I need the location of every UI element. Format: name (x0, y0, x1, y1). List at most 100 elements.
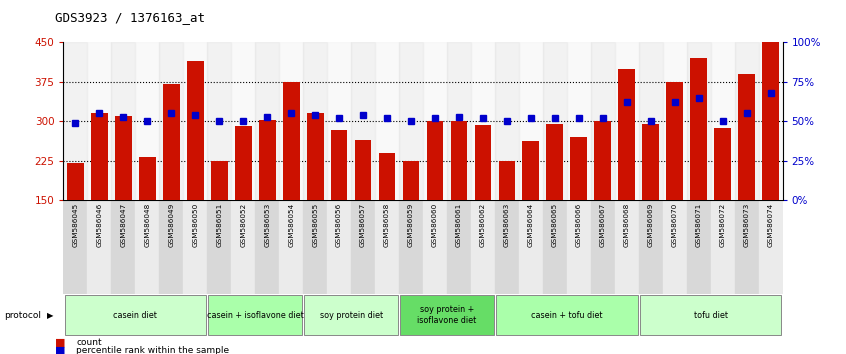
FancyBboxPatch shape (208, 295, 302, 336)
Bar (475, 125, 492, 200)
Text: GSM586062: GSM586062 (480, 203, 486, 247)
Text: GSM586074: GSM586074 (767, 203, 773, 247)
Text: soy protein +
isoflavone diet: soy protein + isoflavone diet (417, 306, 476, 325)
Text: GSM586063: GSM586063 (504, 203, 510, 247)
Bar (615, 200, 639, 294)
Bar (451, 121, 467, 200)
Bar (399, 200, 423, 294)
Bar (207, 42, 231, 200)
Text: GSM586064: GSM586064 (528, 203, 534, 247)
Bar (135, 42, 159, 200)
Text: casein diet: casein diet (113, 310, 157, 320)
Bar (595, 121, 611, 200)
Bar (112, 200, 135, 294)
Bar (667, 82, 683, 200)
Bar (87, 200, 112, 294)
Bar (259, 120, 276, 200)
Bar (639, 200, 662, 294)
Bar (471, 42, 495, 200)
Bar (327, 42, 351, 200)
Text: casein + isoflavone diet: casein + isoflavone diet (206, 310, 304, 320)
Bar (115, 116, 132, 200)
Bar (231, 42, 255, 200)
Text: GSM586057: GSM586057 (360, 203, 366, 247)
Bar (235, 126, 251, 200)
Bar (471, 200, 495, 294)
Bar (307, 113, 323, 200)
Bar (714, 128, 731, 200)
Bar (734, 42, 759, 200)
Bar (279, 200, 303, 294)
Bar (495, 42, 519, 200)
Text: GSM586058: GSM586058 (384, 203, 390, 247)
Bar (447, 200, 471, 294)
Bar (591, 200, 615, 294)
Text: GSM586065: GSM586065 (552, 203, 558, 247)
Text: count: count (76, 338, 102, 347)
Text: GSM586060: GSM586060 (432, 203, 438, 247)
Bar (283, 82, 299, 200)
FancyBboxPatch shape (640, 295, 782, 336)
Bar (591, 42, 615, 200)
Bar (567, 42, 591, 200)
Text: GSM586059: GSM586059 (408, 203, 414, 247)
Text: GSM586069: GSM586069 (648, 203, 654, 247)
Text: GSM586071: GSM586071 (695, 203, 701, 247)
Text: GSM586047: GSM586047 (120, 203, 126, 247)
FancyBboxPatch shape (496, 295, 638, 336)
Bar (423, 200, 447, 294)
Text: GSM586072: GSM586072 (720, 203, 726, 247)
Text: GSM586046: GSM586046 (96, 203, 102, 247)
Text: GSM586049: GSM586049 (168, 203, 174, 247)
Text: GSM586054: GSM586054 (288, 203, 294, 247)
Bar (303, 200, 327, 294)
Bar (211, 161, 228, 200)
Bar (762, 42, 779, 200)
Bar (543, 42, 567, 200)
Bar (639, 42, 662, 200)
Text: GSM586048: GSM586048 (145, 203, 151, 247)
Text: casein + tofu diet: casein + tofu diet (531, 310, 602, 320)
Bar (759, 200, 783, 294)
Text: soy protein diet: soy protein diet (320, 310, 382, 320)
Text: GSM586073: GSM586073 (744, 203, 750, 247)
Bar (523, 141, 539, 200)
Text: GSM586055: GSM586055 (312, 203, 318, 247)
FancyBboxPatch shape (64, 295, 206, 336)
Bar (255, 42, 279, 200)
Text: GSM586053: GSM586053 (264, 203, 270, 247)
Bar (375, 42, 399, 200)
Bar (184, 200, 207, 294)
Bar (543, 200, 567, 294)
Bar (375, 200, 399, 294)
Bar (255, 200, 279, 294)
Bar (351, 42, 375, 200)
Text: protocol: protocol (4, 310, 41, 320)
Text: tofu diet: tofu diet (694, 310, 728, 320)
Bar (570, 137, 587, 200)
Bar (139, 157, 156, 200)
Bar (495, 200, 519, 294)
Text: percentile rank within the sample: percentile rank within the sample (76, 346, 229, 354)
Bar (642, 124, 659, 200)
Bar (519, 200, 543, 294)
Bar (67, 163, 84, 200)
Bar (207, 200, 231, 294)
Bar (159, 200, 184, 294)
Bar (734, 200, 759, 294)
Text: GSM586068: GSM586068 (624, 203, 629, 247)
Bar (403, 161, 420, 200)
FancyBboxPatch shape (400, 295, 494, 336)
Bar (331, 130, 348, 200)
Bar (163, 85, 179, 200)
Bar (231, 200, 255, 294)
Bar (187, 61, 204, 200)
Bar (687, 42, 711, 200)
Bar (112, 42, 135, 200)
Bar (519, 42, 543, 200)
Bar (87, 42, 112, 200)
Bar (662, 42, 687, 200)
Bar (447, 42, 471, 200)
Text: GSM586056: GSM586056 (336, 203, 342, 247)
Bar (303, 42, 327, 200)
